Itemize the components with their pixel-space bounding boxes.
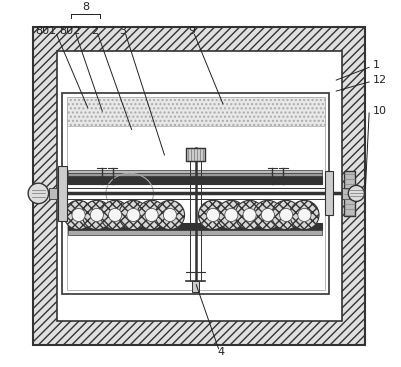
Bar [66,97,324,126]
Circle shape [347,185,363,201]
Text: 801: 801 [35,26,56,36]
Circle shape [82,200,111,230]
Bar [67,176,321,184]
Bar [33,27,365,345]
Bar [49,188,57,199]
Bar [67,230,321,235]
Bar [191,281,198,292]
Text: 10: 10 [372,106,386,116]
Bar [186,148,204,160]
Circle shape [198,200,227,230]
Text: 802: 802 [59,26,80,36]
Circle shape [163,208,176,222]
Bar [324,171,332,215]
Circle shape [206,208,219,222]
Circle shape [279,208,292,222]
Circle shape [28,183,49,204]
Circle shape [64,200,93,230]
Circle shape [253,200,282,230]
Circle shape [224,208,237,222]
Bar [62,93,328,294]
Bar [58,166,66,221]
Circle shape [100,200,130,230]
Text: 2: 2 [91,26,98,36]
Bar [67,173,321,176]
Bar [67,170,321,173]
Bar [57,51,341,321]
Text: 9: 9 [188,26,195,36]
Text: 3: 3 [119,26,126,36]
Circle shape [137,200,166,230]
Circle shape [72,208,85,222]
Circle shape [261,208,274,222]
Circle shape [271,200,300,230]
Circle shape [90,208,103,222]
Circle shape [235,200,263,230]
Circle shape [297,208,310,222]
Bar [343,171,354,216]
Circle shape [145,208,158,222]
Circle shape [118,200,148,230]
Circle shape [289,200,318,230]
Bar [66,97,324,290]
Circle shape [155,200,184,230]
Text: 8: 8 [82,3,89,12]
Bar [67,224,321,230]
Circle shape [243,208,255,222]
Circle shape [108,208,122,222]
Circle shape [126,208,140,222]
Text: 4: 4 [217,348,224,357]
Circle shape [216,200,245,230]
Text: 1: 1 [372,61,379,70]
Text: 12: 12 [372,75,386,85]
Bar [341,188,348,199]
